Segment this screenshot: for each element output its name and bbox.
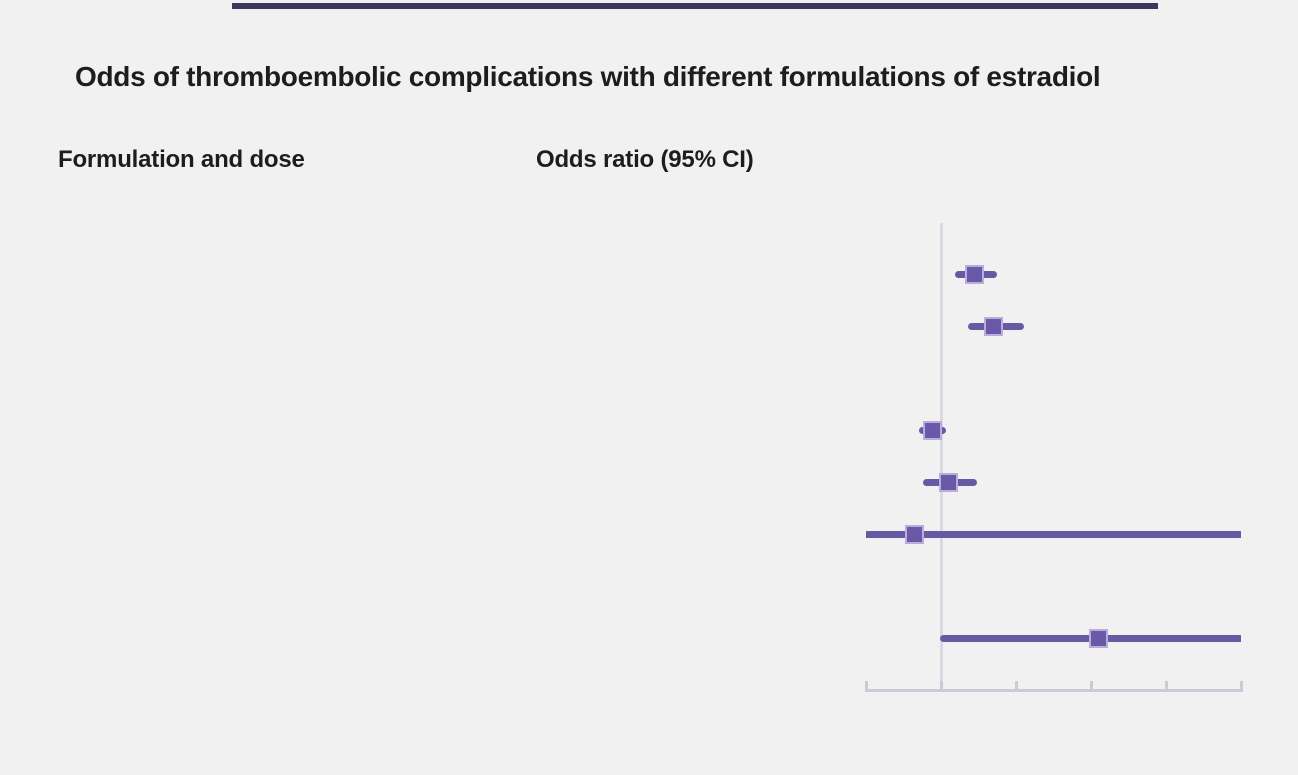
point-estimate-marker	[939, 473, 958, 492]
x-axis-tick	[1014, 681, 1018, 689]
x-axis-tick	[939, 681, 943, 689]
point-estimate-marker	[922, 421, 942, 441]
x-axis-tick	[1089, 681, 1093, 689]
column-header-odds-ratio: Odds ratio (95% CI)	[536, 146, 754, 173]
chart-title: Odds of thromboembolic complications wit…	[75, 61, 1101, 92]
confidence-interval-line	[866, 530, 1241, 538]
top-accent-bar	[232, 3, 1158, 9]
x-axis-tick	[1164, 681, 1168, 689]
point-estimate-marker	[984, 317, 1003, 337]
x-axis-tick	[864, 681, 868, 689]
point-estimate-marker	[904, 524, 924, 544]
x-axis-line	[864, 689, 1243, 692]
column-header-formulation: Formulation and dose	[58, 146, 305, 173]
point-estimate-marker	[1089, 628, 1108, 648]
reference-line	[939, 223, 943, 692]
x-axis-tick	[1239, 681, 1243, 689]
point-estimate-marker	[964, 265, 984, 285]
